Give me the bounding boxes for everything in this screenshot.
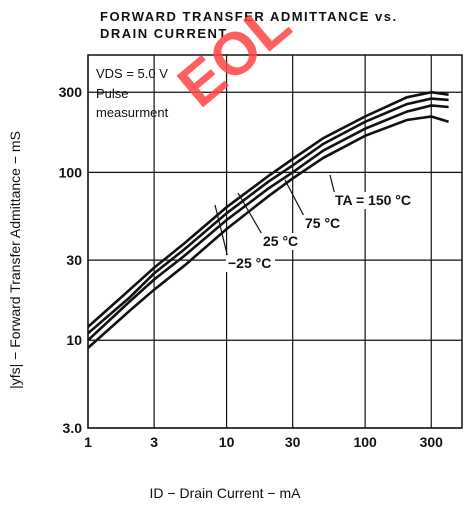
series-label: TA = 150 °C xyxy=(335,192,411,208)
series-line xyxy=(87,90,449,328)
label-bg xyxy=(333,192,420,209)
label-leader xyxy=(237,192,264,237)
series-label: 25 °C xyxy=(263,233,298,249)
x-tick-label: 30 xyxy=(285,434,301,450)
y-tick-label: 100 xyxy=(59,164,83,180)
series-line xyxy=(87,97,449,335)
label-leader xyxy=(214,204,229,259)
annotation: measurment xyxy=(96,105,169,120)
label-bg xyxy=(226,255,275,272)
label-bg xyxy=(303,215,345,232)
label-leader xyxy=(329,174,336,196)
series-label: −25 °C xyxy=(228,255,271,271)
y-tick-label: 10 xyxy=(66,332,82,348)
label-bg xyxy=(261,233,303,250)
chart-title: FORWARD TRANSFER ADMITTANCE vs. xyxy=(100,9,398,24)
chart-title: DRAIN CURRENT xyxy=(100,26,228,41)
y-tick-label: 300 xyxy=(59,84,83,100)
series-line xyxy=(87,115,449,349)
series-label: 75 °C xyxy=(305,215,340,231)
y-tick-label: 30 xyxy=(66,252,82,268)
x-tick-label: 300 xyxy=(420,434,444,450)
x-axis-label: ID − Drain Current − mA xyxy=(150,485,302,501)
series-line xyxy=(87,104,449,342)
y-axis-label: |yfs| − Forward Transfer Admittance − mS xyxy=(7,131,23,389)
label-leader xyxy=(284,179,306,219)
annotation: VDS = 5.0 V xyxy=(96,66,168,81)
x-tick-label: 100 xyxy=(353,434,377,450)
x-tick-label: 3 xyxy=(150,434,158,450)
x-tick-label: 10 xyxy=(219,434,235,450)
x-tick-label: 1 xyxy=(84,434,92,450)
y-tick-label: 3.0 xyxy=(63,420,83,436)
annotation: Pulse xyxy=(96,86,129,101)
